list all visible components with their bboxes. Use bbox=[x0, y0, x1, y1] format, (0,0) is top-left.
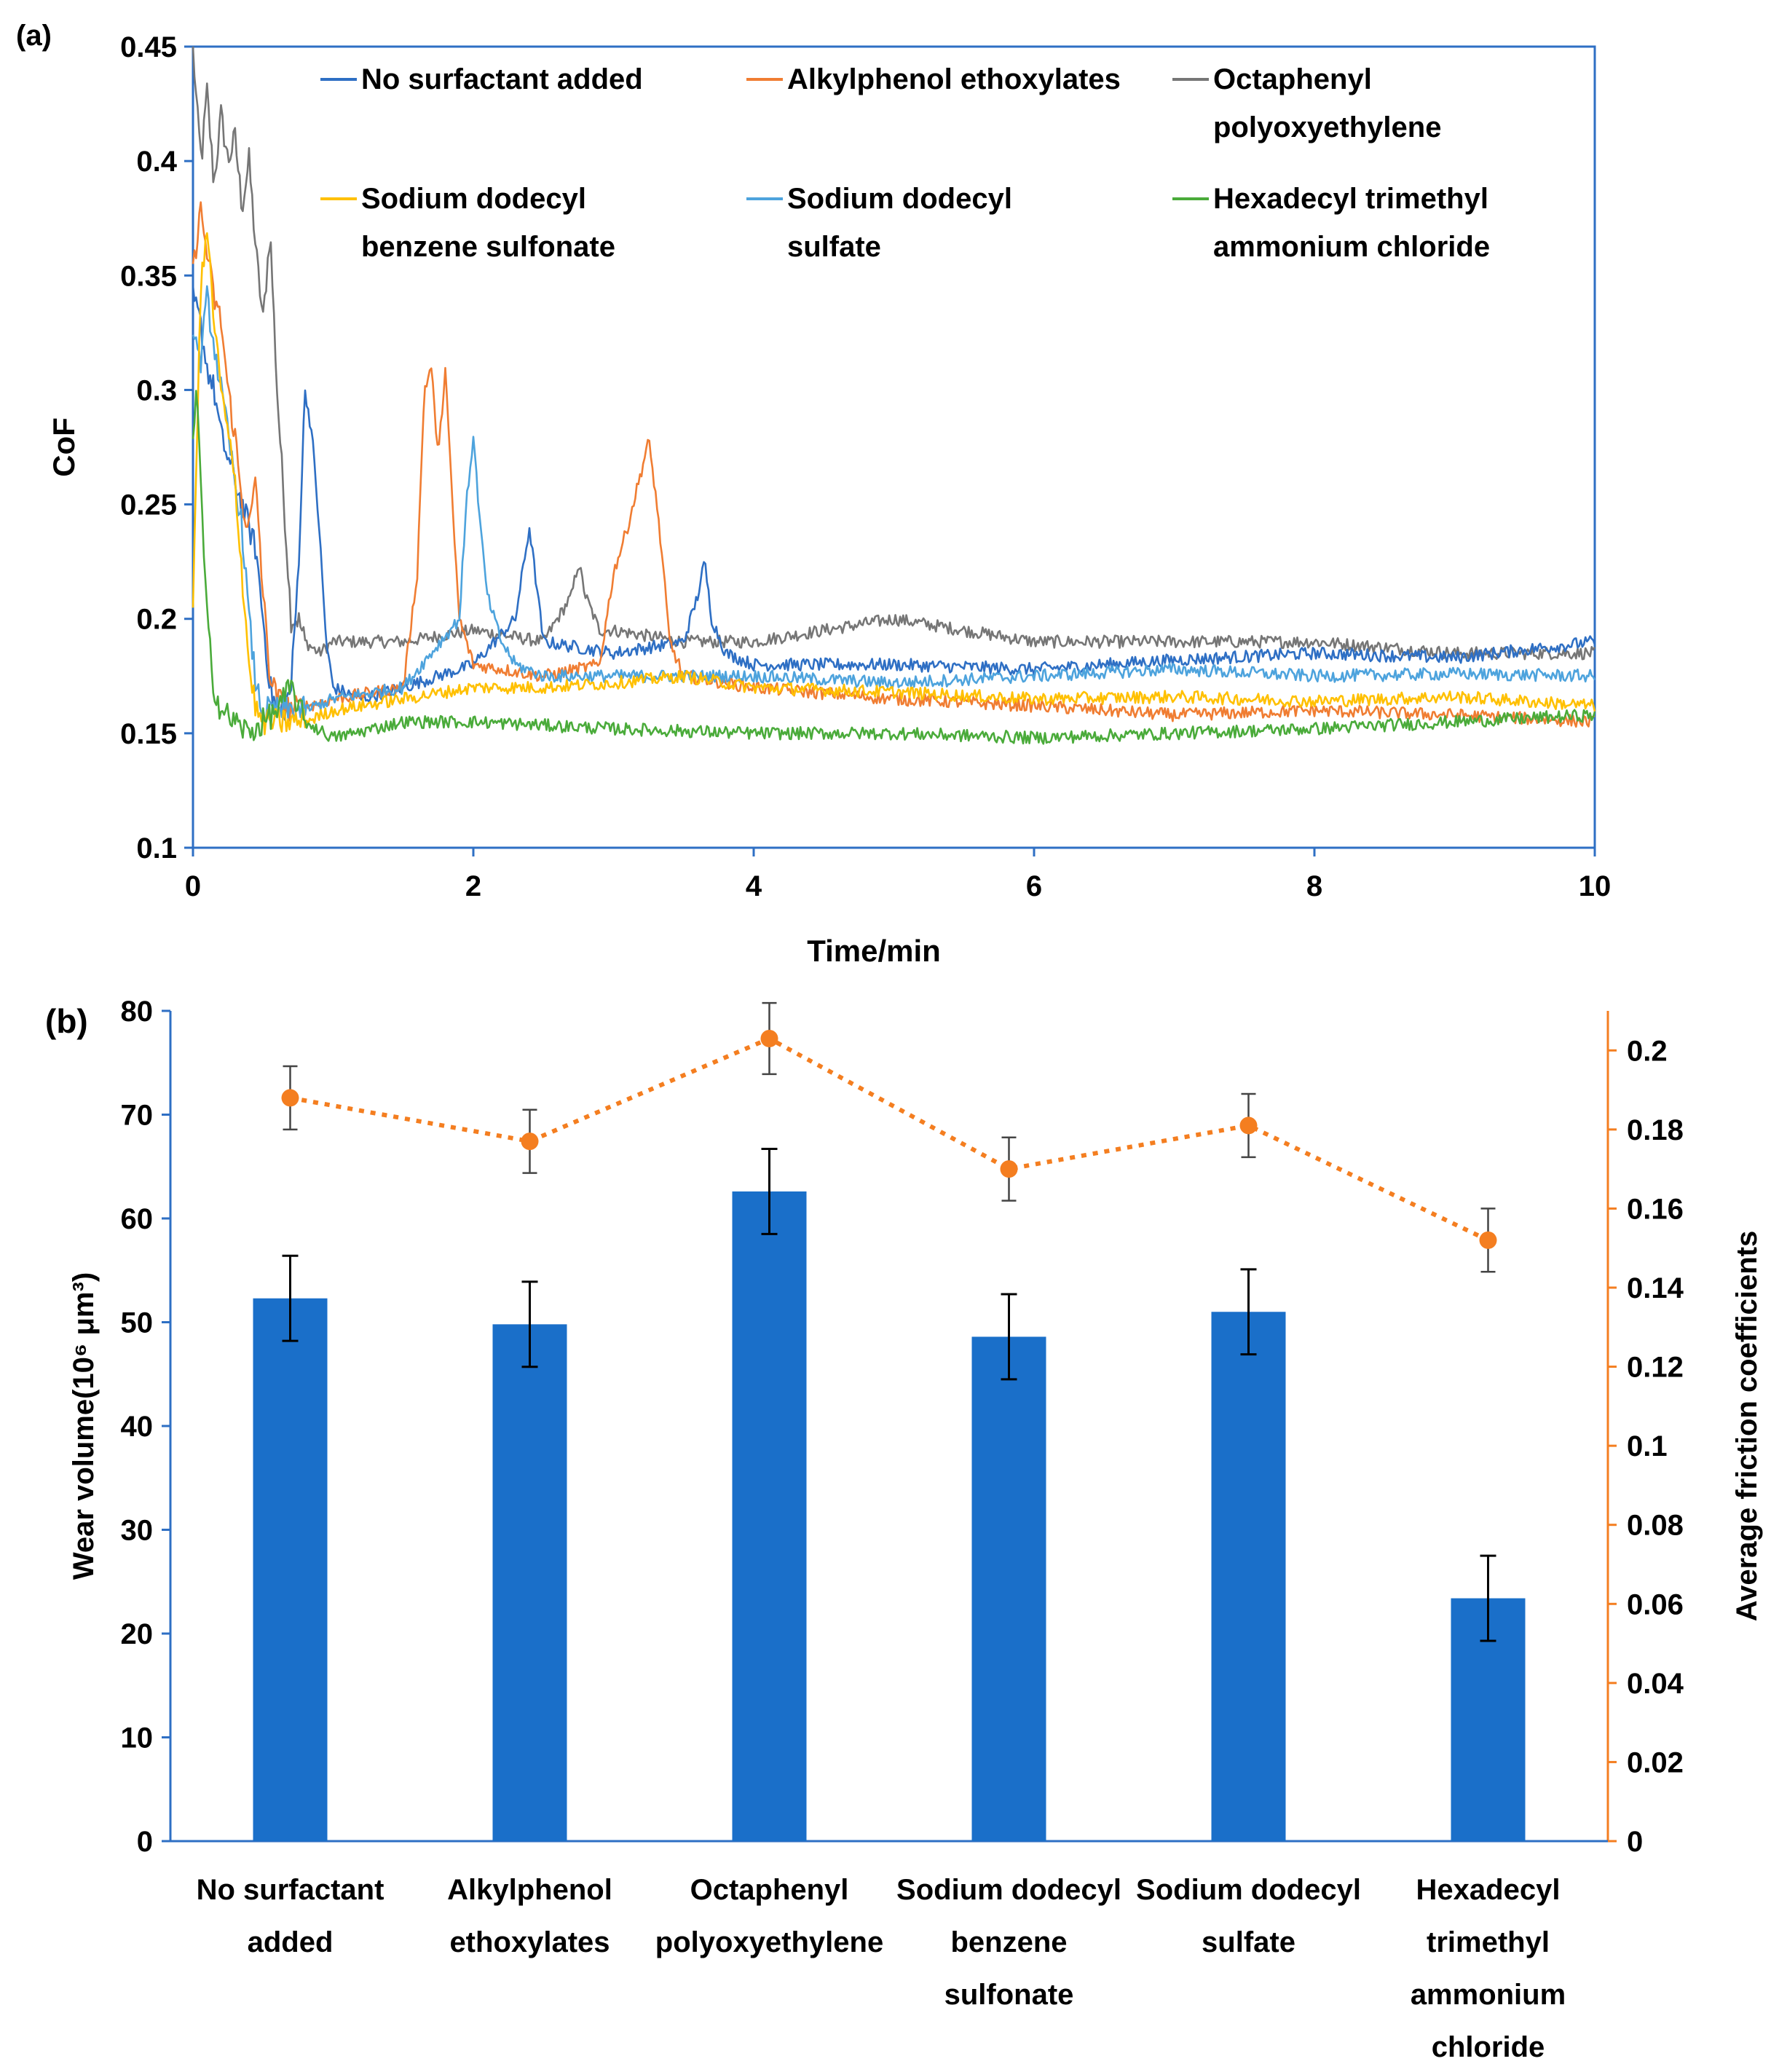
panel-a-x-tick-label: 0 bbox=[185, 870, 201, 902]
category-label: Alkylphenol bbox=[447, 1874, 612, 1906]
panel-a-y-tick-label: 0.45 bbox=[120, 31, 177, 63]
legend-label: Sodium dodecyl bbox=[787, 183, 1012, 215]
panel-b-y2-tick-label: 0.1 bbox=[1627, 1430, 1668, 1462]
panel-b-category-labels: No surfactant added Alkylphenol ethoxylates… bbox=[197, 1874, 1566, 2063]
friction-line bbox=[289, 1036, 1489, 1242]
panel-b-left-axis-title: Wear volume(10⁶ μm³) bbox=[68, 1272, 100, 1580]
panel-b-y2-tick-label: 0.18 bbox=[1627, 1114, 1684, 1146]
friction-point bbox=[1000, 1160, 1018, 1178]
panel-a-y-tick-label: 0.15 bbox=[120, 718, 177, 750]
category-label: trimethyl bbox=[1427, 1926, 1550, 1958]
panel-a-line-chart: (a) 0.1 0.15 0.2 0.25 0.3 0.35 0.4 0.45 0 2 4 6 8 10… bbox=[16, 20, 1611, 968]
panel-a-series-line bbox=[192, 285, 1596, 721]
panel-b-y-tick-label: 60 bbox=[121, 1203, 154, 1235]
panel-b-y-tick-label: 50 bbox=[121, 1307, 154, 1339]
category-label: Hexadecyl bbox=[1416, 1874, 1561, 1906]
legend-label: Alkylphenol ethoxylates bbox=[787, 63, 1121, 95]
friction-point bbox=[521, 1132, 539, 1151]
panel-a-x-axis-title: Time/min bbox=[807, 934, 941, 968]
panel-b-y-tick-label: 0 bbox=[137, 1826, 153, 1858]
panel-a-y-tick-label: 0.25 bbox=[120, 489, 177, 521]
panel-b-y-tick-label: 70 bbox=[121, 1100, 154, 1132]
panel-b-y-tick-label: 40 bbox=[121, 1411, 154, 1443]
legend-label: polyoxyethylene bbox=[1213, 111, 1441, 143]
category-label: sulfonate bbox=[944, 1979, 1074, 2011]
legend-label: sulfate bbox=[787, 231, 881, 263]
panel-a-label: (a) bbox=[16, 20, 52, 52]
category-label: No surfactant bbox=[197, 1874, 384, 1906]
panel-b-y2-tick-label: 0.08 bbox=[1627, 1510, 1684, 1542]
panel-b-bars bbox=[253, 1148, 1526, 1841]
legend-label: Sodium dodecyl bbox=[361, 183, 586, 215]
panel-b-y-tick-label: 20 bbox=[121, 1618, 154, 1650]
panel-a-y-ticks: 0.1 0.15 0.2 0.25 0.3 0.35 0.4 0.45 bbox=[120, 31, 193, 864]
panel-b-friction-line bbox=[281, 1001, 1497, 1273]
category-label: benzene bbox=[950, 1926, 1067, 1958]
friction-point bbox=[1479, 1231, 1497, 1249]
panel-b-y2-tick-label: 0.04 bbox=[1627, 1668, 1684, 1700]
legend-label: Hexadecyl trimethyl bbox=[1213, 183, 1488, 215]
category-label: ammonium bbox=[1411, 1979, 1566, 2011]
category-label: added bbox=[248, 1926, 334, 1958]
panel-b-y2-tick-label: 0.14 bbox=[1627, 1272, 1684, 1304]
panel-a-y-tick-label: 0.2 bbox=[136, 604, 177, 636]
category-label: Sodium dodecyl bbox=[1136, 1874, 1361, 1906]
category-label: Octaphenyl bbox=[690, 1874, 849, 1906]
legend-label: No surfactant added bbox=[361, 63, 643, 95]
panel-b-right-y-ticks: 0 0.02 0.04 0.06 0.08 0.1 0.12 0.14 0.16 0.18 0.2 bbox=[1608, 1035, 1684, 1858]
panel-a-y-tick-label: 0.1 bbox=[136, 832, 177, 864]
wear-volume-bar bbox=[732, 1191, 807, 1841]
category-label: Sodium dodecyl bbox=[896, 1874, 1121, 1906]
panel-b-left-y-ticks: 0 10 20 30 40 50 60 70 80 bbox=[121, 996, 170, 1858]
panel-a-series-line bbox=[192, 232, 1596, 736]
panel-b-y2-tick-label: 0.02 bbox=[1627, 1746, 1684, 1778]
panel-a-x-tick-label: 4 bbox=[746, 870, 762, 902]
panel-b-right-axis-title: Average friction coefficients bbox=[1731, 1231, 1763, 1621]
panel-b-y2-tick-label: 0 bbox=[1627, 1826, 1643, 1858]
panel-a-y-axis-title: CoF bbox=[47, 417, 81, 477]
panel-a-series-lines bbox=[192, 46, 1596, 745]
category-label: chloride bbox=[1432, 2031, 1545, 2063]
panel-a-series-line bbox=[192, 285, 1596, 723]
panel-a-x-tick-label: 8 bbox=[1306, 870, 1322, 902]
panel-a-x-tick-label: 2 bbox=[465, 870, 481, 902]
panel-a-y-tick-label: 0.4 bbox=[136, 146, 177, 178]
wear-volume-bar bbox=[971, 1336, 1046, 1841]
panel-a-x-tick-label: 6 bbox=[1026, 870, 1042, 902]
category-label: sulfate bbox=[1202, 1926, 1295, 1958]
panel-a-plot-frame bbox=[192, 45, 1596, 849]
wear-volume-bar bbox=[492, 1324, 567, 1841]
friction-point bbox=[1239, 1116, 1258, 1135]
panel-a-series-line bbox=[192, 46, 1596, 661]
wear-volume-bar bbox=[1211, 1312, 1286, 1841]
panel-b-label: (b) bbox=[45, 1002, 88, 1040]
panel-a-series-line bbox=[192, 390, 1596, 745]
friction-point bbox=[281, 1089, 299, 1107]
panel-b-y2-tick-label: 0.06 bbox=[1627, 1588, 1684, 1620]
panel-a-x-tick-label: 10 bbox=[1579, 870, 1612, 902]
legend-label: benzene sulfonate bbox=[361, 231, 615, 263]
panel-a-y-tick-label: 0.35 bbox=[120, 260, 177, 292]
wear-volume-bar bbox=[253, 1298, 328, 1841]
panel-b-y2-tick-label: 0.16 bbox=[1627, 1193, 1684, 1225]
panel-b-y2-tick-label: 0.12 bbox=[1627, 1352, 1684, 1384]
legend-label: Octaphenyl bbox=[1213, 63, 1372, 95]
legend-label: ammonium chloride bbox=[1213, 231, 1490, 263]
category-label: polyoxyethylene bbox=[655, 1926, 883, 1958]
friction-point bbox=[760, 1030, 778, 1047]
panel-b-y2-tick-label: 0.2 bbox=[1627, 1035, 1668, 1067]
panel-a-legend: No surfactant added Alkylphenol ethoxylat… bbox=[320, 63, 1490, 263]
panel-b-y-tick-label: 30 bbox=[121, 1515, 154, 1547]
panel-a-x-ticks: 0 2 4 6 8 10 bbox=[185, 848, 1611, 902]
panel-b-y-tick-label: 10 bbox=[121, 1722, 154, 1754]
panel-a-y-tick-label: 0.3 bbox=[136, 374, 177, 406]
panel-b-y-tick-label: 80 bbox=[121, 996, 154, 1028]
category-label: ethoxylates bbox=[449, 1926, 610, 1958]
